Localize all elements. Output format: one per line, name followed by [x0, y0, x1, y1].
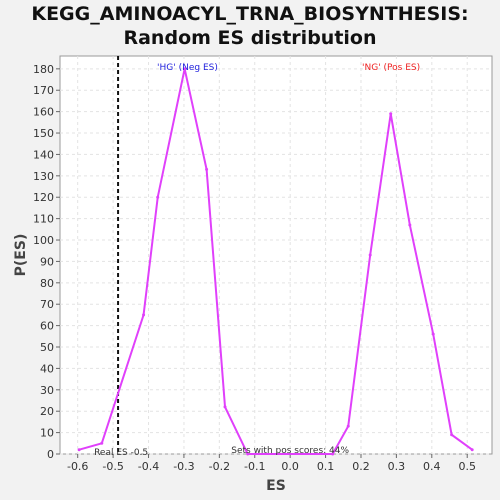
- x-tick-label: -0.2: [209, 460, 230, 473]
- y-tick-label: 160: [33, 106, 54, 119]
- data-point: [431, 332, 435, 336]
- data-point: [450, 433, 454, 437]
- x-tick-label: -0.3: [173, 460, 194, 473]
- x-tick-label: 0.5: [458, 460, 476, 473]
- x-tick-label: -0.5: [102, 460, 123, 473]
- y-tick-label: 140: [33, 148, 54, 161]
- y-tick-label: 150: [33, 127, 54, 140]
- pos-es-label: 'NG' (Pos ES): [362, 63, 420, 73]
- y-tick-label: 60: [40, 320, 54, 333]
- data-point: [156, 195, 160, 199]
- data-point: [100, 441, 104, 445]
- pos-scores-label: Sets with pos scores: 44%: [231, 446, 349, 456]
- plot-area: [59, 55, 493, 455]
- data-point: [77, 448, 81, 452]
- y-tick-label: 50: [40, 341, 54, 354]
- data-point: [246, 452, 250, 456]
- x-tick-label: -0.6: [67, 460, 88, 473]
- neg-es-label: 'HG' (Neg ES): [157, 63, 218, 73]
- title-line-1: KEGG_AMINOACYL_TRNA_BIOSYNTHESIS:: [31, 3, 469, 25]
- y-tick-label: 0: [47, 448, 54, 461]
- y-tick-label: 90: [40, 255, 54, 268]
- data-point: [205, 167, 209, 171]
- y-tick-label: 130: [33, 170, 54, 183]
- y-tick-label: 170: [33, 84, 54, 97]
- data-point: [368, 253, 372, 257]
- y-tick-label: 110: [33, 213, 54, 226]
- y-tick-label: 30: [40, 384, 54, 397]
- x-tick-label: 0.3: [388, 460, 406, 473]
- y-tick-label: 80: [40, 277, 54, 290]
- y-tick-label: 180: [33, 63, 54, 76]
- title-line-2: Random ES distribution: [123, 27, 377, 49]
- y-axis-label: P(ES): [13, 234, 29, 277]
- data-point: [331, 452, 335, 456]
- real-es-label: Real ES -0.5: [94, 448, 148, 458]
- y-tick-label: 20: [40, 405, 54, 418]
- y-tick-label: 10: [40, 427, 54, 440]
- x-axis-label: ES: [266, 478, 286, 494]
- x-tick-label: 0.2: [352, 460, 370, 473]
- x-tick-label: -0.4: [138, 460, 159, 473]
- data-point: [470, 448, 474, 452]
- grid: [60, 56, 492, 455]
- series-line: [78, 68, 473, 455]
- data-point: [183, 67, 187, 71]
- y-tick-label: 40: [40, 362, 54, 375]
- chart-title: KEGG_AMINOACYL_TRNA_BIOSYNTHESIS: Random…: [0, 2, 500, 50]
- x-tick-label: 0.0: [281, 460, 299, 473]
- data-point: [142, 313, 146, 317]
- x-tick-label: -0.1: [244, 460, 265, 473]
- x-tick-label: 0.4: [423, 460, 441, 473]
- series-points: [77, 67, 474, 456]
- data-point: [346, 424, 350, 428]
- data-point: [389, 112, 393, 116]
- y-tick-label: 120: [33, 191, 54, 204]
- data-point: [408, 223, 412, 227]
- x-axis: -0.6 -0.5 -0.4 -0.3 -0.2 -0.1 0.0 0.1 0.2 0.3 0.4 0…: [67, 454, 476, 473]
- y-tick-label: 100: [33, 234, 54, 247]
- y-tick-label: 70: [40, 298, 54, 311]
- x-tick-label: 0.1: [317, 460, 335, 473]
- data-point: [223, 405, 227, 409]
- y-axis: 0 10 20 30 40 50 60 70 80 90 100 110 120 130 140 150 160…: [33, 63, 60, 461]
